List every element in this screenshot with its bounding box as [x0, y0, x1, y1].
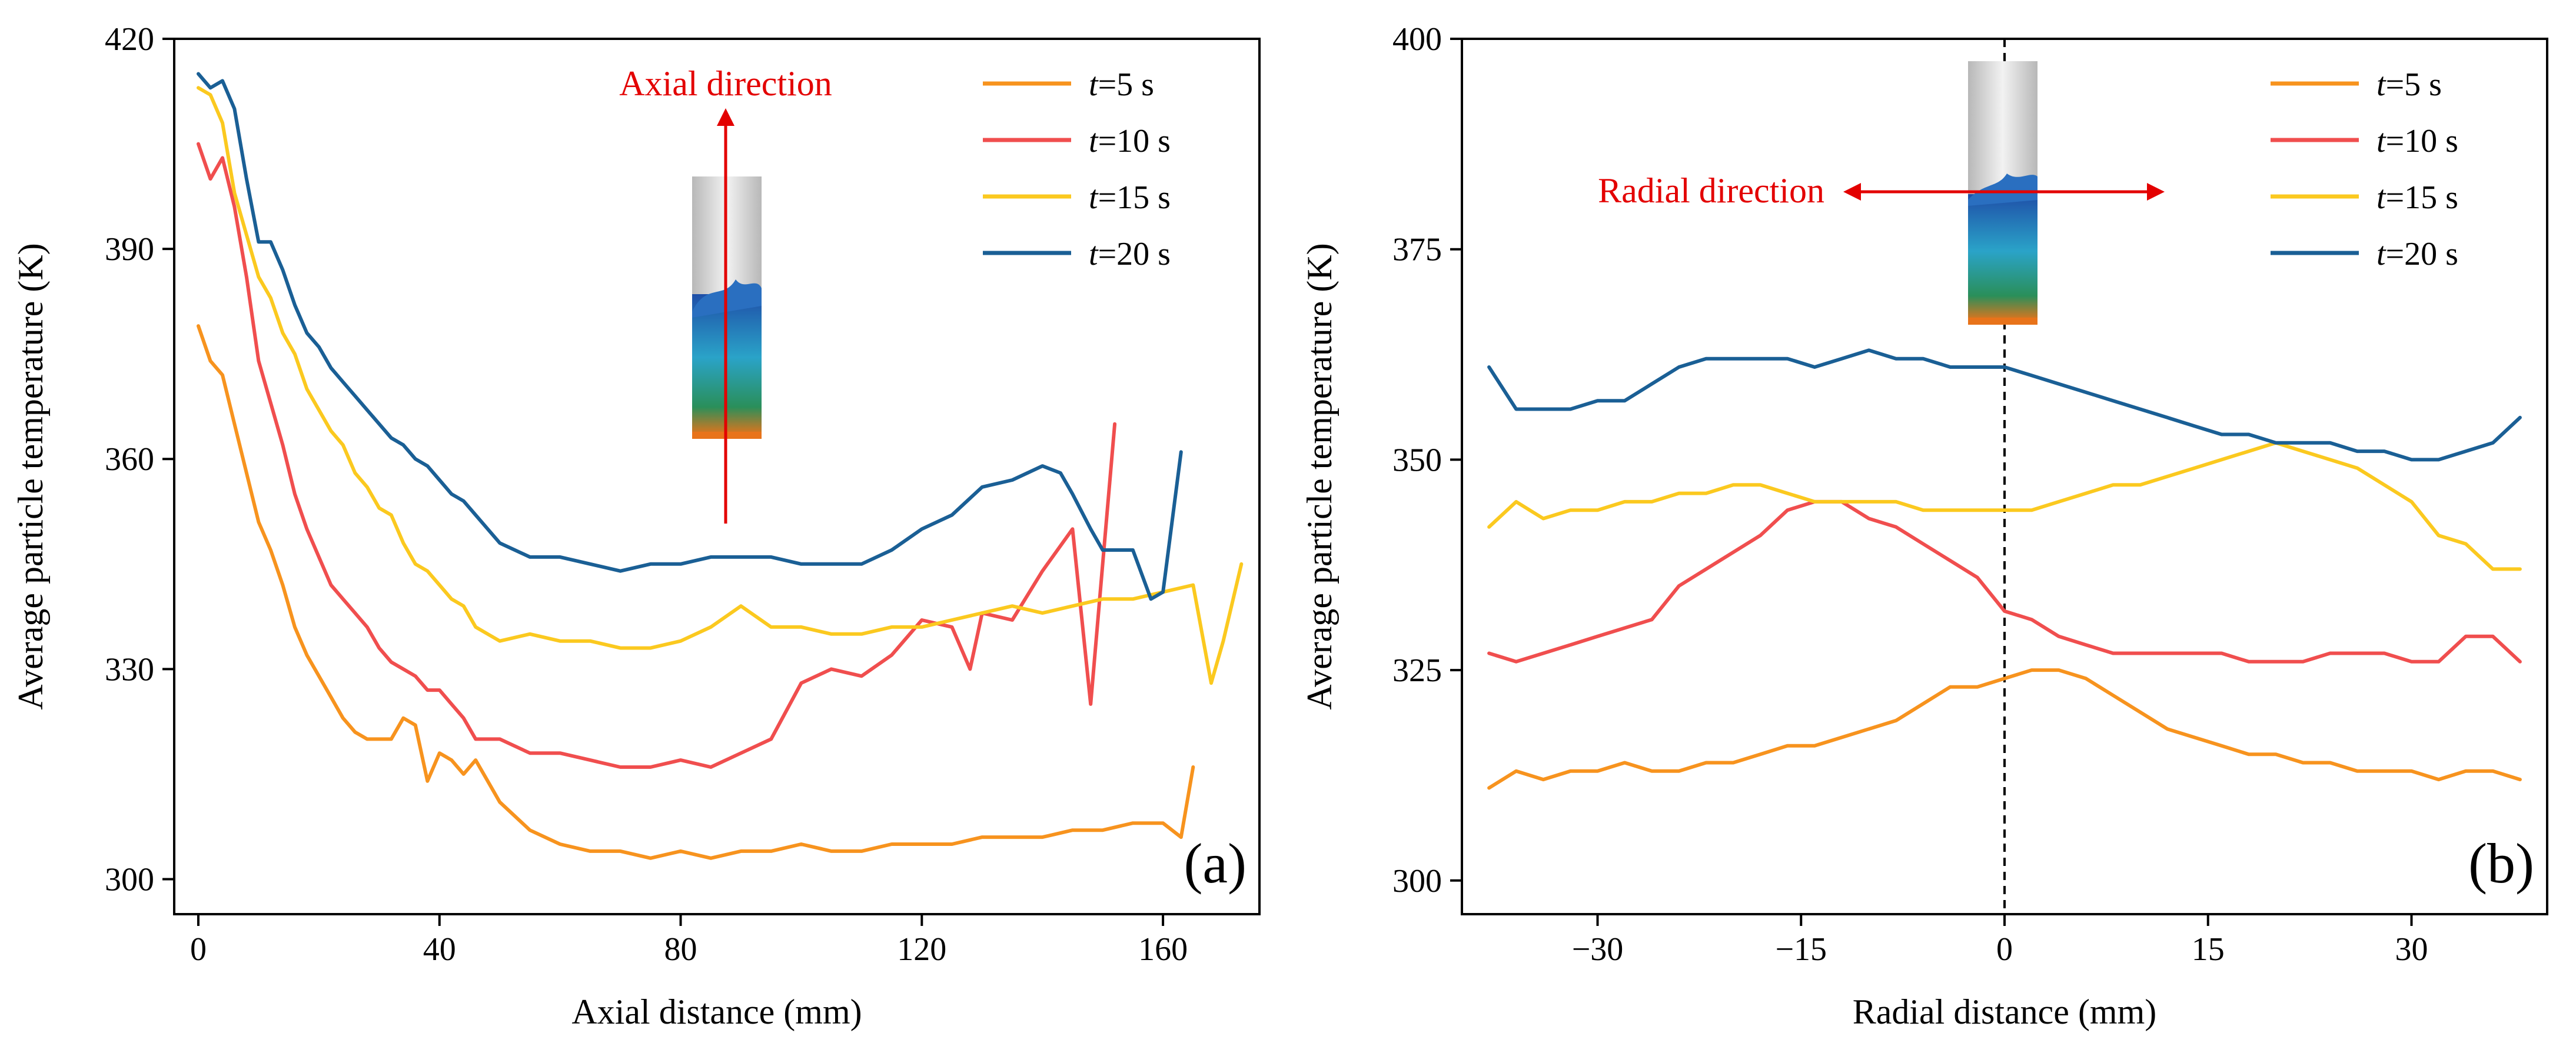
- axial-annotation: Axial direction: [619, 64, 832, 103]
- particle-bed-b: [1968, 194, 2037, 321]
- x-tick-label-b: 0: [1996, 931, 2013, 968]
- y-tick-label-a: 330: [105, 651, 154, 688]
- panel-label-b: (b): [2468, 832, 2534, 895]
- panel-a: 0 40 80 120 160 300 330 360 390 420 Axial directi…: [11, 21, 1261, 1031]
- ticks-b: −30 −15 0 15 30 300 325 350 375 400: [1392, 21, 2428, 968]
- plot-frame-a: [173, 38, 1261, 915]
- x-tick-label-a: 120: [897, 931, 946, 968]
- x-tick-label-a: 160: [1138, 931, 1188, 968]
- panel-b: −30 −15 0 15 30 300 325 350 375 400 Radial direct…: [1300, 21, 2548, 1031]
- legend-label-b-4: t=20 s: [2376, 236, 2458, 272]
- legend-label-a-1: t=5 s: [1089, 66, 1154, 103]
- x-tick-label-b: −15: [1775, 931, 1827, 968]
- series-line-a-1: [197, 324, 1195, 860]
- y-axis-title-a: Average particle temperature (K): [11, 243, 50, 709]
- x-tick-label-b: −30: [1572, 931, 1624, 968]
- series-line-b-1: [1487, 668, 2522, 790]
- series-line-b-3: [1487, 441, 2522, 571]
- ticks-a: 0 40 80 120 160 300 330 360 390 420: [105, 21, 1188, 968]
- legend-b: t=5 s t=10 s t=15 s t=20 s: [2271, 66, 2458, 272]
- y-tick-label-a: 420: [105, 21, 154, 58]
- series-line-a-3: [197, 86, 1244, 685]
- x-tick-label-a: 40: [423, 931, 456, 968]
- y-tick-label-b: 375: [1392, 232, 1442, 268]
- y-tick-label-b: 300: [1392, 863, 1442, 899]
- y-axis-title-b: Average particle temperature (K): [1300, 243, 1339, 709]
- series-b: [1487, 348, 2522, 790]
- series-a: [197, 72, 1244, 860]
- cylinder-base-b: [1968, 318, 2037, 325]
- legend-label-a-3: t=15 s: [1089, 179, 1171, 216]
- series-line-b-2: [1487, 499, 2522, 664]
- radial-annotation: Radial direction: [1598, 171, 1824, 210]
- x-tick-label-b: 30: [2395, 931, 2428, 968]
- x-tick-label-a: 80: [664, 931, 697, 968]
- legend-a: t=5 s t=10 s t=15 s t=20 s: [983, 66, 1171, 272]
- legend-label-b-1: t=5 s: [2376, 66, 2442, 103]
- series-line-a-2: [197, 142, 1117, 769]
- legend-label-a-4: t=20 s: [1089, 236, 1171, 272]
- series-line-a-4: [197, 72, 1183, 601]
- legend-label-b-3: t=15 s: [2376, 179, 2458, 216]
- y-tick-label-b: 325: [1392, 652, 1442, 689]
- series-line-b-4: [1487, 348, 2522, 462]
- x-axis-title-b: Radial distance (mm): [1853, 992, 2157, 1031]
- y-tick-label-b: 400: [1392, 21, 1442, 58]
- y-tick-label-b: 350: [1392, 442, 1442, 478]
- x-tick-label-b: 15: [2192, 931, 2225, 968]
- y-tick-label-a: 300: [105, 861, 154, 898]
- legend-label-b-2: t=10 s: [2376, 123, 2458, 159]
- y-tick-label-a: 390: [105, 231, 154, 268]
- x-tick-label-a: 0: [190, 931, 207, 968]
- x-axis-title-a: Axial distance (mm): [571, 992, 862, 1031]
- y-tick-label-a: 360: [105, 441, 154, 478]
- legend-label-a-2: t=10 s: [1089, 123, 1171, 159]
- panel-label-a: (a): [1184, 832, 1247, 895]
